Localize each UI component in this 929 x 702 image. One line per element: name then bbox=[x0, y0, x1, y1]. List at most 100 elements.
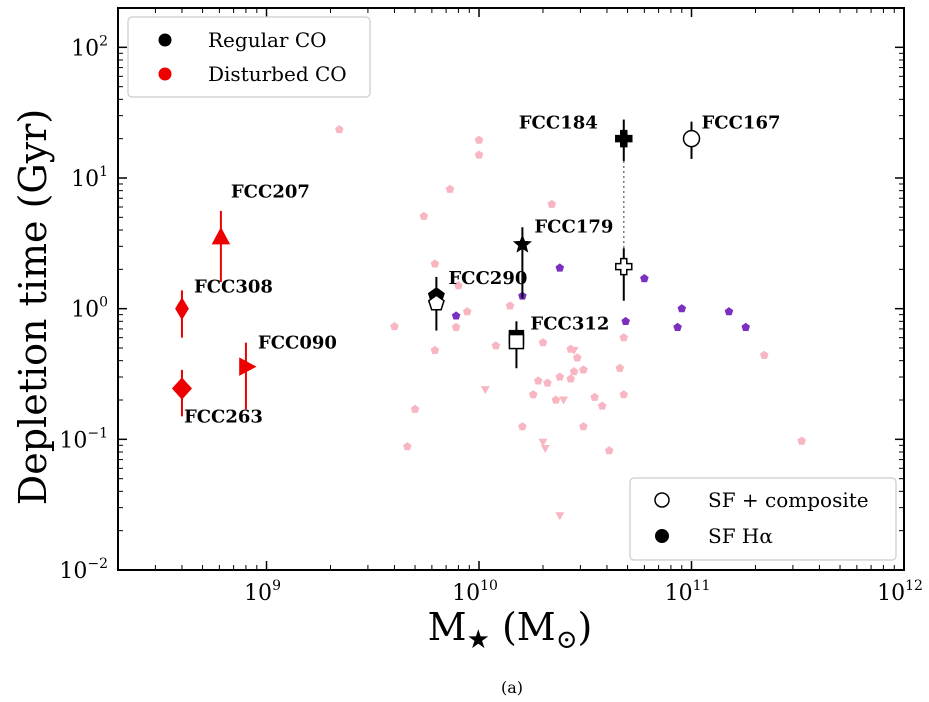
comparison-point bbox=[451, 311, 461, 320]
galaxy-marker bbox=[427, 294, 445, 311]
comparison-point bbox=[579, 365, 588, 374]
upper-limit-point bbox=[538, 438, 548, 447]
galaxy-marker bbox=[615, 257, 633, 276]
galaxy-marker bbox=[682, 129, 701, 148]
x-axis-title: M★ (M⊙) bbox=[428, 605, 593, 655]
x-tick-label: 1012 bbox=[877, 578, 923, 606]
legend-marker bbox=[655, 529, 669, 543]
x-axis-title-sub: ★ bbox=[467, 625, 490, 655]
y-tick-label: 10−2 bbox=[59, 556, 108, 584]
comparison-point bbox=[538, 338, 548, 347]
galaxy-label: FCC207 bbox=[231, 182, 310, 203]
figure-caption: (a) bbox=[501, 678, 523, 697]
comparison-point bbox=[551, 395, 561, 404]
legend-bottom-right-box bbox=[629, 477, 897, 561]
comparison-point bbox=[462, 307, 472, 316]
y-tick-label: 10−1 bbox=[59, 425, 108, 453]
galaxy-label: FCC179 bbox=[534, 216, 613, 237]
comparison-point bbox=[621, 316, 630, 325]
comparison-point bbox=[619, 333, 629, 342]
x-axis-title-unit-open: (M bbox=[490, 605, 556, 649]
comparison-point bbox=[640, 274, 649, 283]
galaxy-marker bbox=[175, 297, 189, 321]
galaxy-marker bbox=[615, 129, 633, 148]
galaxy-marker bbox=[512, 234, 532, 253]
ticks-layer: 109 1010 1011 1012 10−2 10−1 100 101 102 bbox=[59, 7, 923, 606]
comparison-point bbox=[528, 390, 538, 399]
x-axis-title-unit-close: ) bbox=[578, 605, 593, 649]
comparison-point bbox=[419, 211, 429, 220]
comparison-point bbox=[474, 135, 484, 144]
x-axis-title-main: M bbox=[428, 605, 467, 649]
comparison-point bbox=[390, 322, 399, 331]
comparison-point bbox=[555, 372, 565, 381]
galaxy-marker bbox=[239, 357, 257, 376]
y-tick-label: 102 bbox=[71, 33, 108, 61]
comparison-point bbox=[673, 322, 682, 331]
y-tick-label: 101 bbox=[71, 164, 108, 192]
comparison-point bbox=[741, 322, 751, 331]
galaxy-label: FCC263 bbox=[184, 406, 263, 427]
legend-label: SF Hα bbox=[708, 524, 773, 548]
legend-label: SF + composite bbox=[708, 488, 869, 512]
comparison-point bbox=[533, 376, 543, 385]
points-layer: FCC184 FCC167 FCC179 FCC290 FCC312 FCC207 FCC3… bbox=[171, 113, 806, 521]
x-tick-label: 1011 bbox=[665, 578, 711, 606]
comparison-point bbox=[410, 404, 420, 413]
x-axis-title-unit-sub: ⊙ bbox=[556, 625, 578, 655]
comparison-point bbox=[619, 390, 629, 399]
comparison-point bbox=[454, 281, 463, 290]
galaxy-label: FCC308 bbox=[194, 277, 273, 298]
galaxy-marker bbox=[508, 333, 525, 350]
legend-marker bbox=[158, 33, 172, 47]
comparison-point bbox=[505, 301, 515, 310]
comparison-point bbox=[759, 350, 769, 359]
upper-limit-point bbox=[569, 346, 579, 355]
comparison-point bbox=[569, 367, 579, 376]
upper-limit-point bbox=[559, 396, 569, 405]
galaxy-label: FCC290 bbox=[448, 268, 527, 289]
y-axis-title: Depletion time (Gyr) bbox=[11, 109, 55, 505]
comparison-point bbox=[604, 446, 614, 455]
comparison-point bbox=[430, 345, 440, 354]
frame-layer bbox=[117, 7, 905, 571]
y-tick-label: 100 bbox=[71, 295, 108, 323]
legend-marker bbox=[654, 492, 670, 508]
comparison-point bbox=[430, 259, 440, 268]
comparison-point bbox=[335, 125, 344, 134]
galaxy-marker bbox=[171, 377, 192, 400]
comparison-point bbox=[579, 422, 588, 431]
comparison-point bbox=[597, 401, 607, 410]
x-tick-label: 1010 bbox=[452, 578, 498, 606]
comparison-point bbox=[451, 322, 461, 331]
comparison-point bbox=[403, 442, 412, 451]
comparison-point bbox=[590, 392, 599, 401]
galaxy-label: FCC184 bbox=[519, 113, 598, 134]
upper-limit-point bbox=[480, 386, 490, 395]
comparison-point bbox=[518, 422, 527, 431]
galaxy-label: FCC312 bbox=[530, 314, 609, 335]
comparison-point bbox=[445, 184, 455, 193]
upper-limit-point bbox=[540, 445, 550, 454]
legend-marker bbox=[158, 67, 172, 81]
galaxy-label: FCC090 bbox=[258, 333, 337, 354]
legend-label: Disturbed CO bbox=[208, 62, 347, 86]
x-tick-label: 109 bbox=[244, 578, 281, 606]
galaxy-marker bbox=[211, 226, 231, 245]
comparison-point bbox=[566, 374, 575, 383]
comparison-point bbox=[615, 363, 625, 372]
comparison-point bbox=[474, 150, 484, 159]
galaxy-label: FCC167 bbox=[702, 113, 781, 134]
comparison-point bbox=[555, 263, 565, 272]
comparison-point bbox=[724, 307, 734, 316]
comparison-point bbox=[572, 353, 582, 362]
legend-layer: Regular CO Disturbed CO SF + composite SF H… bbox=[127, 16, 897, 561]
comparison-point bbox=[797, 436, 806, 445]
comparison-point bbox=[547, 199, 557, 208]
legend-top-left-box bbox=[127, 16, 371, 98]
plot-frame bbox=[117, 7, 905, 571]
legend-label: Regular CO bbox=[208, 28, 327, 52]
upper-limit-point bbox=[555, 512, 565, 521]
comparison-point bbox=[677, 304, 687, 313]
